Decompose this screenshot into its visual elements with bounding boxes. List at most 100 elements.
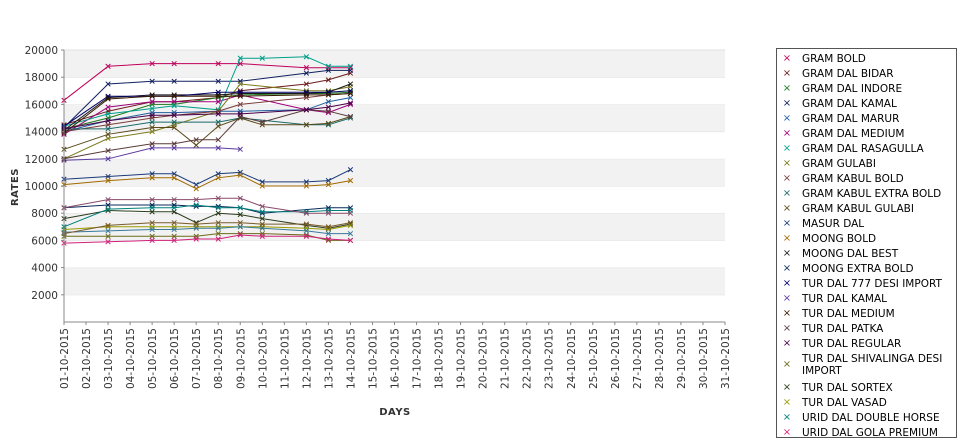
data-point — [171, 119, 177, 125]
x-tick-label: 25-10-2015 — [588, 328, 600, 389]
legend-label: GRAM DAL MEDIUM — [802, 128, 905, 140]
data-point — [215, 145, 221, 151]
data-point — [105, 233, 111, 239]
grid-band — [64, 294, 725, 322]
data-point — [303, 70, 310, 76]
data-point — [149, 171, 155, 177]
data-point — [171, 141, 177, 147]
data-point — [193, 142, 199, 148]
y-tick-label: 12000 — [25, 154, 58, 166]
data-point — [171, 124, 177, 131]
data-point — [149, 196, 155, 203]
x-tick-label: 24-10-2015 — [566, 328, 578, 389]
data-point — [325, 104, 332, 110]
legend-marker-icon: × — [782, 158, 792, 169]
legend-marker-icon: × — [782, 248, 792, 259]
data-point — [193, 221, 199, 227]
data-point — [237, 81, 243, 87]
y-axis: 2000 4000 6000 8000 10000 12000 14000 16000 1800… — [25, 45, 65, 322]
legend-label: MASUR DAL — [802, 218, 865, 230]
data-point — [237, 146, 243, 152]
data-point — [105, 104, 111, 110]
data-point — [171, 175, 177, 181]
data-point — [259, 179, 265, 185]
data-point — [237, 89, 243, 95]
legend-marker-icon: × — [782, 68, 792, 79]
data-point — [193, 225, 199, 231]
data-point — [215, 236, 221, 242]
data-point — [171, 237, 177, 244]
legend-marker-icon: × — [782, 98, 792, 109]
series-6 — [61, 92, 354, 137]
data-point — [325, 177, 332, 184]
legend-label: TUR DAL MEDIUM — [802, 308, 895, 320]
x-tick-label: 18-10-2015 — [434, 328, 446, 389]
legend-marker-icon: × — [782, 173, 792, 184]
data-point — [347, 94, 354, 101]
x-tick-label: 10-10-2015 — [257, 328, 269, 389]
x-tick-label: 07-10-2015 — [191, 328, 203, 389]
data-point — [105, 147, 111, 154]
data-point — [325, 67, 332, 74]
legend-label: MOONG EXTRA BOLD — [802, 263, 914, 275]
x-tick-label: 17-10-2015 — [412, 328, 424, 389]
data-point — [149, 145, 155, 151]
legend-marker-icon: × — [782, 308, 792, 319]
legend-marker-icon: × — [782, 397, 792, 408]
legend-marker-icon: × — [782, 113, 792, 124]
x-tick-label: 23-10-2015 — [544, 328, 556, 389]
data-point — [347, 167, 354, 173]
y-tick-label: 6000 — [31, 235, 58, 247]
data-point — [171, 171, 177, 177]
data-point — [325, 77, 332, 83]
data-point — [215, 225, 221, 231]
x-tick-label: 28-10-2015 — [654, 328, 666, 389]
legend-label: MOONG DAL BEST — [802, 248, 899, 260]
data-point — [193, 236, 199, 242]
data-point — [215, 137, 221, 143]
data-point — [193, 181, 199, 188]
data-point — [193, 186, 199, 192]
data-point — [149, 141, 155, 147]
x-tick-label: 13-10-2015 — [323, 328, 335, 389]
data-point — [303, 81, 310, 87]
data-point — [149, 205, 155, 211]
data-point — [105, 81, 111, 87]
data-point — [105, 173, 111, 180]
x-tick-label: 12-10-2015 — [301, 328, 313, 389]
legend: × GRAM BOLD × GRAM DAL BIDAR × GRAM DAL INDOR… — [776, 48, 957, 438]
data-point — [105, 222, 111, 229]
data-point — [237, 195, 243, 201]
data-point — [325, 99, 332, 105]
x-tick-label: 27-10-2015 — [632, 328, 644, 389]
legend-label: GRAM KABUL GULABI — [802, 203, 914, 215]
grid-band — [64, 240, 725, 268]
x-axis-label: DAYS — [379, 407, 411, 418]
series-20 — [61, 100, 354, 132]
data-point — [215, 220, 221, 226]
data-point — [171, 112, 177, 118]
data-point — [237, 211, 243, 218]
data-point — [347, 113, 354, 120]
data-point — [303, 210, 310, 216]
data-point — [215, 119, 221, 125]
data-point — [105, 96, 111, 102]
legend-marker-icon: × — [782, 218, 792, 229]
legend-label: GRAM GULABI — [802, 158, 876, 170]
x-tick-label: 31-10-2015 — [720, 328, 732, 389]
data-point — [325, 230, 332, 237]
data-point — [347, 63, 354, 69]
data-point — [347, 177, 354, 184]
data-point — [105, 126, 111, 132]
data-point — [215, 195, 221, 201]
data-point — [325, 181, 332, 188]
data-point — [105, 118, 111, 124]
x-tick-label: 30-10-2015 — [698, 328, 710, 389]
data-point — [237, 224, 243, 230]
data-point — [171, 93, 177, 99]
data-point — [171, 103, 177, 109]
data-point — [215, 171, 221, 177]
legend-label: TUR DAL SORTEX — [802, 382, 893, 394]
data-point — [237, 111, 243, 117]
data-point — [259, 119, 265, 125]
